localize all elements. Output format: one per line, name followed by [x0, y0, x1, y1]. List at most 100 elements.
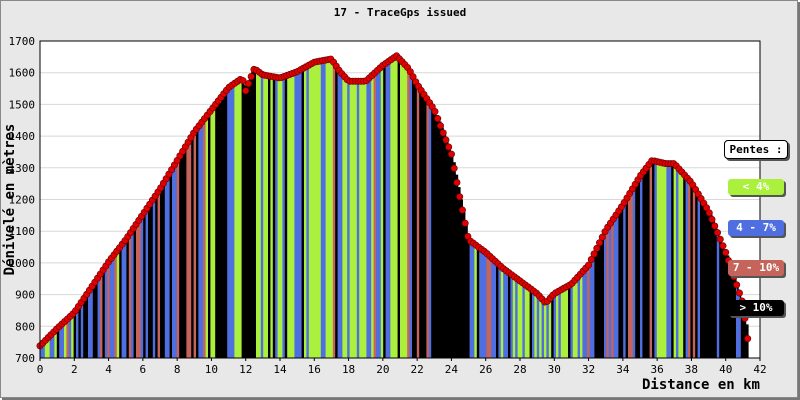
- track-point: [719, 242, 727, 250]
- slope-bar: [462, 211, 466, 358]
- track-point: [431, 108, 439, 116]
- slope-bar: [414, 80, 418, 359]
- slope-bar: [625, 197, 629, 358]
- track-point: [593, 244, 601, 252]
- slope-bar: [49, 334, 53, 358]
- track-point: [442, 136, 450, 144]
- slope-bar: [428, 102, 432, 358]
- slope-bar: [558, 290, 562, 358]
- slope-bar: [702, 201, 706, 358]
- slope-bar: [344, 78, 348, 358]
- x-tick-label: 30: [548, 363, 561, 376]
- slope-bar: [347, 80, 351, 358]
- slope-bar: [47, 337, 51, 358]
- slope-bar: [282, 77, 286, 358]
- slope-bar: [287, 75, 291, 359]
- slope-bar: [198, 124, 202, 358]
- slope-bar: [443, 133, 447, 358]
- slope-bar: [176, 158, 180, 358]
- slope-bar: [272, 77, 276, 358]
- slope-bar: [536, 294, 540, 358]
- slope-bar: [234, 82, 238, 359]
- plot-border: [39, 40, 761, 359]
- slope-bar: [100, 272, 103, 358]
- slope-bar: [481, 250, 485, 358]
- slope-bar: [460, 199, 463, 358]
- track-point: [450, 164, 458, 172]
- slope-bar: [736, 283, 739, 358]
- x-tick-label: 32: [582, 363, 595, 376]
- slope-bar: [208, 112, 211, 358]
- slope-bar: [604, 230, 607, 358]
- slope-bar: [169, 170, 173, 358]
- slope-bar: [284, 76, 288, 358]
- slope-bar: [594, 249, 598, 358]
- slope-bar: [712, 220, 715, 358]
- slope-bar: [275, 78, 279, 358]
- slope-bar: [601, 234, 605, 358]
- slope-bar: [244, 85, 247, 358]
- slope-bar: [476, 246, 480, 358]
- slope-bar: [308, 64, 312, 359]
- slope-bar: [541, 299, 545, 358]
- track-point: [447, 150, 455, 158]
- track-point: [585, 261, 593, 269]
- slope-bar: [661, 163, 665, 358]
- track-point: [239, 77, 247, 85]
- slope-bar: [448, 146, 451, 358]
- slope-bar: [54, 329, 58, 358]
- x-tick-label: 0: [37, 363, 44, 376]
- slope-bar: [371, 74, 375, 358]
- slope-bar: [534, 292, 538, 358]
- track-point: [733, 281, 741, 289]
- slope-bar: [121, 242, 125, 358]
- slope-bar: [361, 82, 365, 359]
- slope-bar: [452, 162, 456, 358]
- y-tick-label: 700: [15, 352, 35, 365]
- slope-bar: [426, 99, 430, 358]
- slope-bar: [551, 295, 555, 358]
- slope-bar: [239, 79, 243, 358]
- slope-bar: [680, 171, 684, 358]
- slope-bar: [565, 286, 569, 358]
- slope-bar: [404, 65, 408, 358]
- legend-item-7-10: 7 - 10%: [728, 260, 784, 276]
- slope-bar: [738, 290, 742, 358]
- slope-bar: [167, 174, 171, 358]
- slope-bar: [97, 275, 101, 358]
- slope-bar: [479, 248, 483, 358]
- slope-bar: [342, 75, 346, 359]
- slope-bar: [114, 252, 118, 358]
- slope-bar: [421, 91, 425, 358]
- slope-bar: [690, 182, 694, 358]
- slope-bar: [474, 245, 478, 358]
- track-point: [596, 239, 604, 247]
- slope-bar: [592, 254, 595, 358]
- y-tick-label: 1700: [9, 35, 36, 48]
- slope-bar: [260, 74, 264, 359]
- slope-bar: [548, 298, 552, 358]
- slope-bar: [685, 177, 689, 358]
- slope-bar: [520, 281, 523, 358]
- x-tick-label: 6: [140, 363, 147, 376]
- slope-bar: [145, 207, 149, 358]
- track-point: [244, 80, 252, 88]
- slope-bar: [232, 84, 235, 359]
- slope-bar: [107, 261, 111, 358]
- slope-bar: [544, 302, 547, 358]
- slope-bar: [618, 208, 622, 358]
- slope-bar: [695, 189, 699, 358]
- slope-bar: [373, 72, 377, 358]
- slope-bar: [78, 303, 82, 358]
- slope-bar: [532, 290, 535, 358]
- slope-bar: [352, 82, 355, 359]
- slope-bar: [563, 288, 567, 358]
- slope-bar: [654, 162, 658, 358]
- slope-bar: [587, 263, 591, 358]
- slope-bar: [556, 292, 559, 358]
- slope-bar: [227, 87, 231, 359]
- slope-bar: [311, 63, 315, 358]
- slope-bar: [325, 60, 329, 359]
- slope-bar: [268, 76, 271, 359]
